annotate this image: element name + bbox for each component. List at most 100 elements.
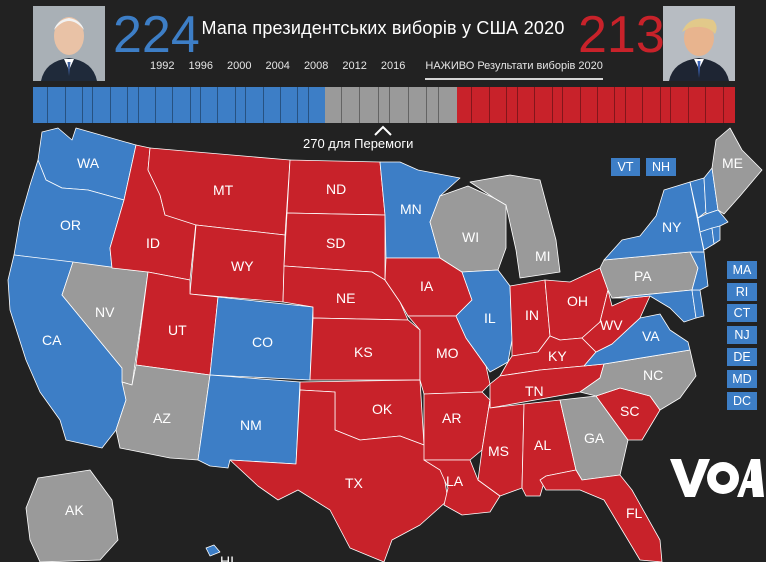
small-state-nj[interactable]: NJ (727, 326, 757, 344)
bar-separator (263, 87, 264, 123)
label-mn: MN (400, 201, 422, 217)
bar-separator (614, 87, 615, 123)
small-state-md[interactable]: MD (727, 370, 757, 388)
label-ut: UT (168, 322, 187, 338)
label-tn: TN (525, 383, 544, 399)
small-state-ma[interactable]: MA (727, 261, 757, 279)
dem-votes-bar (33, 87, 325, 123)
bar-separator (65, 87, 66, 123)
state-hi[interactable] (205, 544, 221, 557)
state-me[interactable] (711, 127, 763, 215)
small-state-ri[interactable]: RI (727, 283, 757, 301)
undecided-votes-bar (325, 87, 457, 123)
live-results-2020-link[interactable]: НАЖИВО Результати виборів 2020 (425, 60, 603, 80)
state-ny[interactable] (603, 181, 705, 261)
label-ny: NY (662, 219, 682, 235)
bar-separator (660, 87, 661, 123)
bar-separator (552, 87, 553, 123)
state-ri[interactable] (711, 225, 721, 245)
bar-separator (297, 87, 298, 123)
label-mt: MT (213, 182, 234, 198)
label-wa: WA (77, 155, 100, 171)
year-1992-link[interactable]: 1992 (150, 60, 175, 72)
state-wv[interactable] (581, 289, 651, 353)
dem-electoral-count: 224 (113, 6, 200, 64)
label-in: IN (525, 307, 539, 323)
label-ak: AK (65, 502, 84, 518)
label-va: VA (642, 328, 660, 344)
state-mi[interactable] (469, 174, 561, 279)
biden-portrait (33, 6, 105, 81)
state-nc[interactable] (579, 349, 697, 411)
trump-photo-icon (663, 6, 735, 81)
year-1996-link[interactable]: 1996 (188, 60, 213, 72)
label-sd: SD (326, 235, 345, 251)
year-2012-link[interactable]: 2012 (342, 60, 367, 72)
bar-separator (82, 87, 83, 123)
bar-separator (562, 87, 563, 123)
bar-separator (597, 87, 598, 123)
label-al: AL (534, 437, 551, 453)
small-state-de[interactable]: DE (727, 348, 757, 366)
win-threshold-label: 270 для Перемоги (303, 136, 414, 151)
small-state-dc[interactable]: DC (727, 392, 757, 410)
label-or: OR (60, 217, 81, 233)
bar-separator (217, 87, 218, 123)
year-2000-link[interactable]: 2000 (226, 60, 252, 72)
bar-separator (580, 87, 581, 123)
bar-separator (489, 87, 490, 123)
bar-separator (92, 87, 93, 123)
bar-separator (688, 87, 689, 123)
state-la[interactable] (423, 459, 501, 516)
bar-separator (110, 87, 111, 123)
state-ak[interactable] (25, 469, 119, 562)
year-2016-link[interactable]: 2016 (380, 60, 406, 72)
bar-separator (172, 87, 173, 123)
bar-separator (389, 87, 390, 123)
small-state-nh[interactable]: NH (646, 158, 676, 176)
year-2004-link[interactable]: 2004 (265, 60, 290, 72)
label-ks: KS (354, 344, 373, 360)
state-wi[interactable] (429, 185, 507, 273)
label-wy: WY (231, 258, 254, 274)
voa-logo-icon (670, 459, 764, 497)
bar-separator (341, 87, 342, 123)
label-oh: OH (567, 293, 588, 309)
bar-separator (723, 87, 724, 123)
label-ca: CA (42, 332, 62, 348)
label-ar: AR (442, 410, 461, 426)
small-state-ct[interactable]: CT (727, 304, 757, 322)
label-wi: WI (462, 229, 479, 245)
bar-separator (438, 87, 439, 123)
state-ar[interactable] (423, 391, 491, 461)
label-wv: WV (600, 317, 623, 333)
biden-photo-icon (33, 6, 105, 81)
label-nm: NM (240, 417, 262, 433)
label-ga: GA (584, 430, 605, 446)
bar-separator (155, 87, 156, 123)
state-il[interactable] (455, 269, 513, 373)
label-la: LA (446, 473, 464, 489)
label-az: AZ (153, 410, 171, 426)
rep-electoral-count: 213 (578, 6, 665, 64)
bar-separator (280, 87, 281, 123)
small-state-vt[interactable]: VT (611, 158, 640, 176)
bar-separator (625, 87, 626, 123)
label-mi: MI (535, 248, 551, 264)
label-ok: OK (372, 401, 393, 417)
label-fl: FL (626, 505, 643, 521)
label-hi: HI (220, 553, 234, 562)
label-pa: PA (634, 268, 652, 284)
state-fl[interactable] (539, 469, 663, 562)
win-threshold-marker-icon (374, 125, 392, 136)
year-selector: 1992 1996 2000 2004 2008 2012 2016 НАЖИВ… (150, 60, 617, 80)
bar-separator (705, 87, 706, 123)
bar-separator (359, 87, 360, 123)
state-tx[interactable] (229, 389, 449, 562)
bar-separator (127, 87, 128, 123)
year-2008-link[interactable]: 2008 (303, 60, 329, 72)
label-ms: MS (488, 443, 509, 459)
bar-separator (670, 87, 671, 123)
bar-separator (517, 87, 518, 123)
